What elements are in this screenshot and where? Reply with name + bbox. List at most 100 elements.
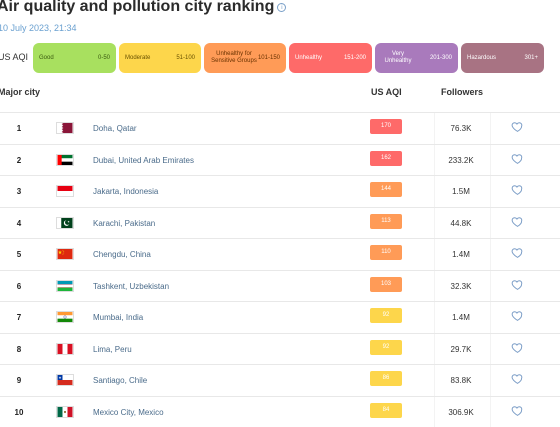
mexico-flag-icon (56, 405, 74, 418)
column-divider (490, 113, 491, 144)
column-divider (434, 270, 435, 301)
heart-icon[interactable] (511, 278, 524, 291)
city-link[interactable]: Karachi, Pakistan (93, 218, 156, 228)
column-divider (490, 176, 491, 207)
table-row[interactable]: 1 Doha, Qatar 170 76.3K (0, 112, 560, 144)
city-link[interactable]: Dubai, United Arab Emirates (93, 155, 194, 165)
heart-icon[interactable] (511, 309, 524, 322)
city-link[interactable]: Jakarta, Indonesia (93, 187, 159, 196)
heart-icon[interactable] (511, 372, 524, 385)
legend-very-unhealthy: Very Unhealthy 201-300 (375, 43, 458, 73)
legend-good: Good 0-50 (33, 43, 116, 73)
followers-count: 83.8K (450, 376, 472, 385)
table-row[interactable]: 7 Mumbai, India 92 1.4M (0, 301, 560, 333)
peru-flag-icon (56, 342, 74, 355)
column-divider (434, 333, 435, 364)
aqi-badge: 86 (370, 371, 402, 386)
header-aqi[interactable]: US AQI (371, 87, 402, 97)
header-city: Major city (0, 87, 41, 97)
column-divider (434, 239, 435, 270)
column-divider (490, 302, 491, 333)
aqi-legend: Good 0-50 Moderate 51-100 Unhealthy for Se… (33, 43, 544, 73)
legend-hazardous: Hazardous 301+ (461, 43, 544, 73)
legend-label: US AQI (0, 52, 29, 62)
table-row[interactable]: 6 Tashkent, Uzbekistan 103 32.3K (0, 269, 560, 301)
column-divider (490, 239, 491, 270)
rank-number: 8 (16, 344, 22, 354)
city-link[interactable]: Tashkent, Uzbekistan (93, 281, 170, 291)
followers-count: 29.7K (450, 344, 472, 354)
page-title: Air quality and pollution city ranking i (0, 0, 287, 16)
table-row[interactable]: 8 Lima, Peru 92 29.7K (0, 332, 560, 364)
aqi-badge: 162 (370, 150, 402, 166)
uae-flag-icon (56, 153, 74, 166)
heart-icon[interactable] (511, 152, 524, 165)
pakistan-flag-icon (56, 216, 74, 229)
legend-unhealthy: Unhealthy 151-200 (289, 43, 372, 73)
heart-icon[interactable] (511, 183, 524, 196)
column-divider (490, 396, 491, 427)
aqi-badge: 170 (370, 119, 402, 134)
city-link[interactable]: Mumbai, India (93, 313, 144, 322)
heart-icon[interactable] (511, 341, 524, 354)
rank-number: 10 (14, 407, 24, 417)
column-divider (490, 207, 491, 238)
heart-icon[interactable] (511, 404, 524, 417)
followers-count: 306.9K (448, 407, 474, 417)
heart-icon[interactable] (511, 215, 524, 228)
table-row[interactable]: 10 Mexico City, Mexico 84 306.9K (0, 395, 560, 427)
followers-count: 76.3K (450, 124, 472, 133)
aqi-badge: 84 (370, 402, 402, 418)
rank-number: 4 (16, 218, 22, 228)
column-divider (434, 144, 435, 175)
chile-flag-icon (56, 374, 74, 386)
aqi-badge: 144 (370, 182, 402, 197)
ranking-table: 1 Doha, Qatar 170 76.3K 2 Dubai, United Arab … (0, 112, 560, 427)
aqi-badge: 103 (370, 276, 402, 292)
info-icon[interactable]: i (277, 3, 287, 12)
heart-icon[interactable] (511, 246, 524, 259)
city-link[interactable]: Chengdu, China (93, 250, 151, 259)
table-row[interactable]: 2 Dubai, United Arab Emirates 162 233.2K (0, 143, 560, 175)
heart-icon[interactable] (511, 120, 524, 133)
column-divider (490, 365, 491, 396)
followers-count: 1.4M (452, 313, 470, 322)
qatar-flag-icon (56, 122, 74, 134)
column-divider (490, 270, 491, 301)
table-row[interactable]: 4 Karachi, Pakistan 113 44.8K (0, 206, 560, 238)
aqi-badge: 113 (370, 213, 402, 229)
column-divider (434, 176, 435, 207)
india-flag-icon (56, 311, 74, 323)
city-link[interactable]: Doha, Qatar (93, 124, 137, 133)
uzbekistan-flag-icon (56, 279, 74, 292)
aqi-badge: 110 (370, 245, 402, 260)
followers-count: 32.3K (450, 281, 472, 291)
column-divider (434, 396, 435, 427)
table-row[interactable]: 9 Santiago, Chile 86 83.8K (0, 364, 560, 396)
header-followers[interactable]: Followers (441, 87, 484, 97)
rank-number: 9 (16, 376, 22, 385)
aqi-badge: 92 (370, 339, 402, 355)
legend-moderate: Moderate 51-100 (119, 43, 201, 73)
indonesia-flag-icon (56, 185, 74, 197)
timestamp: 10 July 2023, 21:34 (0, 23, 77, 33)
rank-number: 5 (16, 250, 22, 259)
rank-number: 3 (16, 187, 22, 196)
rank-number: 7 (16, 313, 22, 322)
city-link[interactable]: Lima, Peru (93, 344, 132, 354)
column-divider (434, 302, 435, 333)
column-divider (434, 207, 435, 238)
rank-number: 2 (16, 155, 22, 165)
column-divider (490, 333, 491, 364)
city-link[interactable]: Mexico City, Mexico (93, 407, 164, 417)
column-divider (434, 365, 435, 396)
table-row[interactable]: 5 Chengdu, China 110 1.4M (0, 238, 560, 270)
table-header: Major city US AQI Followers (0, 85, 560, 113)
followers-count: 233.2K (448, 155, 474, 165)
table-row[interactable]: 3 Jakarta, Indonesia 144 1.5M (0, 175, 560, 207)
rank-number: 6 (16, 281, 22, 291)
followers-count: 1.4M (452, 250, 470, 259)
china-flag-icon (56, 248, 74, 260)
city-link[interactable]: Santiago, Chile (93, 376, 148, 385)
followers-count: 44.8K (450, 218, 472, 228)
